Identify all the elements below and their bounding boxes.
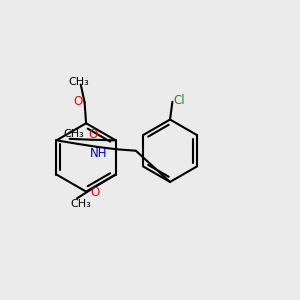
Text: NH: NH: [90, 147, 107, 160]
Text: O: O: [74, 95, 83, 108]
Text: O: O: [91, 186, 100, 199]
Text: CH₃: CH₃: [71, 199, 92, 208]
Text: CH₃: CH₃: [68, 76, 89, 87]
Text: CH₃: CH₃: [63, 128, 84, 139]
Text: O: O: [88, 128, 97, 141]
Text: Cl: Cl: [173, 94, 185, 107]
